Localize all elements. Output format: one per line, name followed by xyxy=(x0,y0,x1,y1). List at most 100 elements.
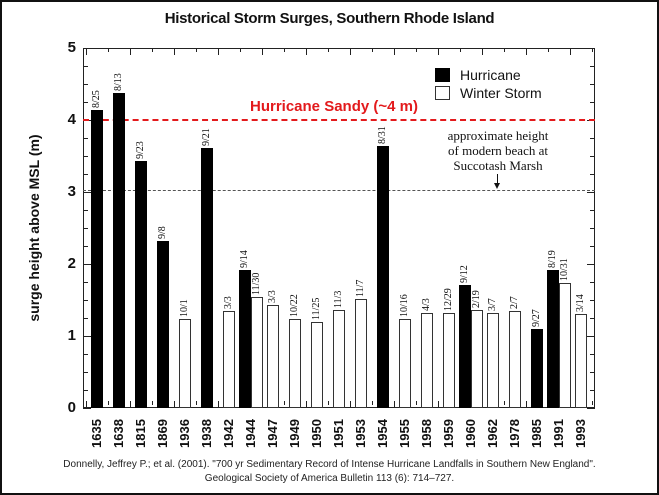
winter-storm-bar xyxy=(487,312,499,408)
axis-tick xyxy=(590,174,595,175)
axis-tick xyxy=(590,246,595,247)
bar-date-label: 9/21 xyxy=(201,128,212,147)
axis-tick xyxy=(590,138,595,139)
axis-tick xyxy=(306,401,307,408)
bar-date-label: 11/7 xyxy=(355,279,366,298)
axis-tick xyxy=(394,401,395,408)
axis-tick xyxy=(438,401,439,408)
winter-storm-bar xyxy=(559,283,571,408)
x-tick-label: 1951 xyxy=(331,419,346,448)
winter-storm-bar xyxy=(179,319,191,408)
axis-tick xyxy=(590,390,595,391)
chart-title: Historical Storm Surges, Southern Rhode … xyxy=(164,10,495,27)
y-axis-label: surge height above MSL (m) xyxy=(26,134,42,322)
legend: Hurricane Winter Storm xyxy=(435,66,542,102)
axis-tick xyxy=(218,48,219,55)
bar-date-label: 10/22 xyxy=(289,293,300,317)
axis-tick xyxy=(83,264,91,265)
legend-item-winter: Winter Storm xyxy=(435,84,542,102)
axis-tick xyxy=(83,300,88,301)
winter-storm-bar xyxy=(355,299,367,408)
x-tick-label: 1962 xyxy=(485,419,500,448)
axis-tick xyxy=(83,228,88,229)
axis-tick xyxy=(108,48,109,52)
axis-tick xyxy=(86,401,87,408)
x-tick-label: 1993 xyxy=(573,419,588,448)
x-tick-label: 1978 xyxy=(507,419,522,448)
axis-tick xyxy=(350,48,351,55)
axis-tick xyxy=(174,401,175,408)
legend-item-hurricane: Hurricane xyxy=(435,66,542,84)
axis-tick xyxy=(590,228,595,229)
winter-storm-bar xyxy=(267,305,279,408)
axis-tick xyxy=(590,318,595,319)
y-tick-label: 4 xyxy=(67,111,76,128)
bar-date-label: 9/14 xyxy=(239,249,250,268)
axis-tick xyxy=(590,84,595,85)
axis-tick xyxy=(526,48,527,55)
axis-tick xyxy=(196,48,197,52)
winter-storm-bar xyxy=(289,318,301,408)
winter-storm-bar xyxy=(471,310,483,408)
axis-tick xyxy=(152,401,153,405)
axis-tick xyxy=(587,408,595,409)
y-tick-label: 0 xyxy=(67,399,76,416)
axis-tick xyxy=(587,48,595,49)
x-tick-label: 1953 xyxy=(353,419,368,448)
axis-tick xyxy=(83,66,88,67)
axis-tick xyxy=(83,138,88,139)
axis-tick xyxy=(394,48,395,55)
axis-tick xyxy=(108,401,109,405)
axis-tick xyxy=(83,192,91,193)
x-tick-label: 1869 xyxy=(155,419,170,448)
axis-tick xyxy=(196,401,197,405)
x-tick-label: 1635 xyxy=(89,419,104,448)
bar-date-label: 8/31 xyxy=(377,126,388,144)
x-tick-label: 1638 xyxy=(111,419,126,448)
beach-reference-line xyxy=(83,190,595,191)
bar-date-label: 3/3 xyxy=(267,290,278,304)
bar-date-label: 8/19 xyxy=(547,249,558,268)
bar-date-label: 10/1 xyxy=(179,299,190,318)
y-tick-label: 1 xyxy=(67,327,76,344)
axis-tick xyxy=(504,401,505,405)
hurricane-bar xyxy=(113,93,125,408)
bar-date-label: 9/12 xyxy=(459,265,470,283)
axis-tick xyxy=(83,84,88,85)
winter-storm-bar xyxy=(399,319,411,408)
winter-swatch-icon xyxy=(435,86,450,100)
down-arrow-icon xyxy=(497,174,498,184)
axis-tick xyxy=(504,48,505,52)
axis-tick xyxy=(590,210,595,211)
x-tick-label: 1960 xyxy=(463,419,478,448)
axis-tick xyxy=(350,401,351,408)
bar-date-label: 11/3 xyxy=(333,290,344,309)
winter-storm-bar xyxy=(333,310,345,408)
axis-tick xyxy=(590,372,595,373)
axis-tick xyxy=(590,354,595,355)
winter-storm-bar xyxy=(421,312,433,408)
bar-date-label: 4/3 xyxy=(421,298,432,311)
axis-tick xyxy=(587,192,595,193)
axis-tick xyxy=(438,48,439,55)
bar-date-label: 11/25 xyxy=(311,297,322,320)
hurricane-bar xyxy=(531,328,543,408)
axis-tick xyxy=(570,48,571,55)
citation: Donnelly, Jeffrey P.; et al. (2001). "70… xyxy=(0,458,659,486)
axis-tick xyxy=(83,282,88,283)
axis-tick xyxy=(548,48,549,52)
y-tick-label: 3 xyxy=(67,183,76,200)
axis-tick xyxy=(218,401,219,408)
axis-tick xyxy=(83,408,91,409)
x-tick-label: 1942 xyxy=(221,419,236,448)
bar-date-label: 9/23 xyxy=(135,141,146,160)
y-tick-label: 2 xyxy=(67,255,76,272)
x-tick-label: 1991 xyxy=(551,419,566,448)
axis-tick xyxy=(86,48,87,55)
bar-date-label: 10/16 xyxy=(399,294,410,318)
hurricane-bar xyxy=(91,109,103,408)
hurricane-bar xyxy=(239,269,251,408)
winter-storm-bar xyxy=(443,312,455,408)
legend-label-hurricane: Hurricane xyxy=(460,67,521,83)
axis-tick xyxy=(372,401,373,405)
